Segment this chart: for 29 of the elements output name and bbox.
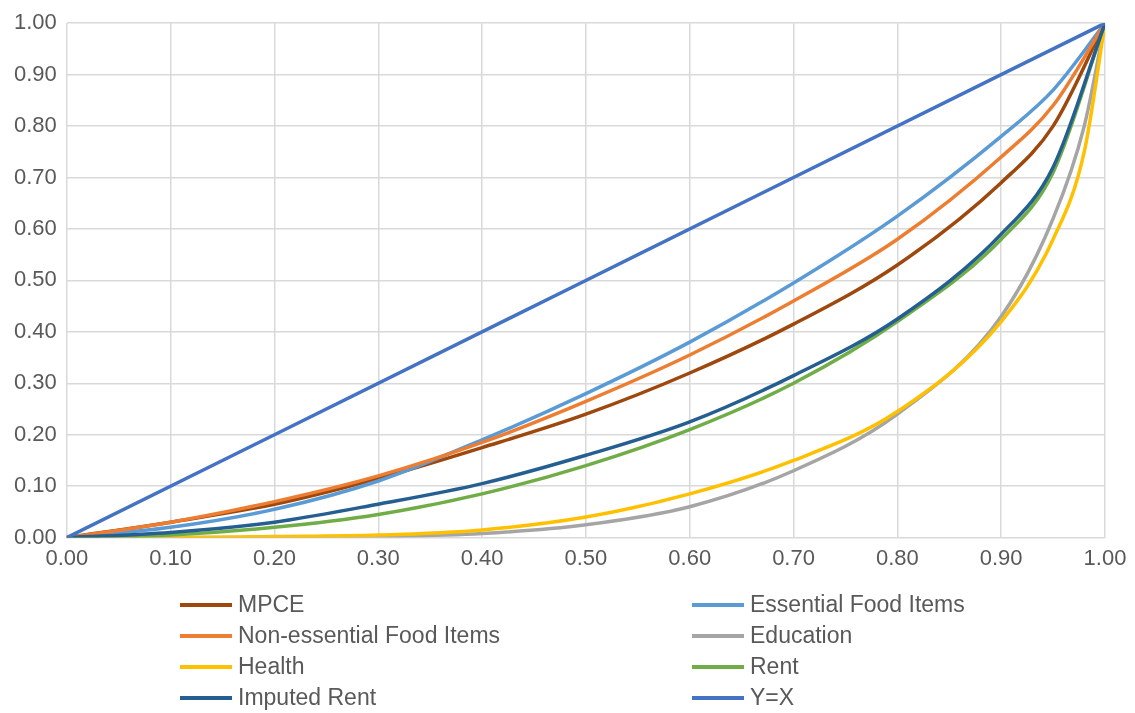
line-series (66, 23, 1105, 538)
y-tick-label: 0.80 (13, 112, 57, 138)
legend-label: MPCE (238, 591, 305, 618)
x-tick-label: 0.90 (979, 544, 1023, 570)
y-tick-label: 0.50 (13, 266, 57, 292)
y-tick-label: 1.00 (13, 9, 57, 35)
x-tick-label: 0.20 (253, 544, 296, 570)
y-tick-label: 0.30 (13, 369, 57, 395)
x-tick-label: 1.00 (1083, 544, 1127, 570)
y-tick-label: 0.70 (13, 163, 57, 189)
legend-label: Imputed Rent (238, 684, 377, 711)
legend-label: Essential Food Items (750, 591, 965, 618)
legend-label: Rent (750, 653, 799, 680)
x-tick-label: 0.70 (772, 544, 815, 570)
y-tick-label: 0.10 (13, 472, 57, 498)
legend-label: Y=X (750, 684, 795, 711)
x-tick-label: 0.10 (149, 544, 193, 570)
y-tick-label: 0.20 (13, 420, 57, 446)
legend-label: Health (238, 653, 305, 680)
x-tick-label: 0.60 (668, 544, 712, 570)
legend-label: Education (750, 622, 853, 649)
y-tick-label: 0.40 (13, 317, 57, 343)
x-tick-label: 0.30 (356, 544, 400, 570)
x-tick-label: 0.40 (460, 544, 504, 570)
y-tick-label: 0.90 (13, 60, 57, 86)
legend-label: Non-essential Food Items (238, 622, 501, 649)
x-tick-label: 0.50 (564, 544, 608, 570)
x-tick-label: 0.80 (875, 544, 919, 570)
y-tick-label: 0.60 (13, 215, 57, 241)
